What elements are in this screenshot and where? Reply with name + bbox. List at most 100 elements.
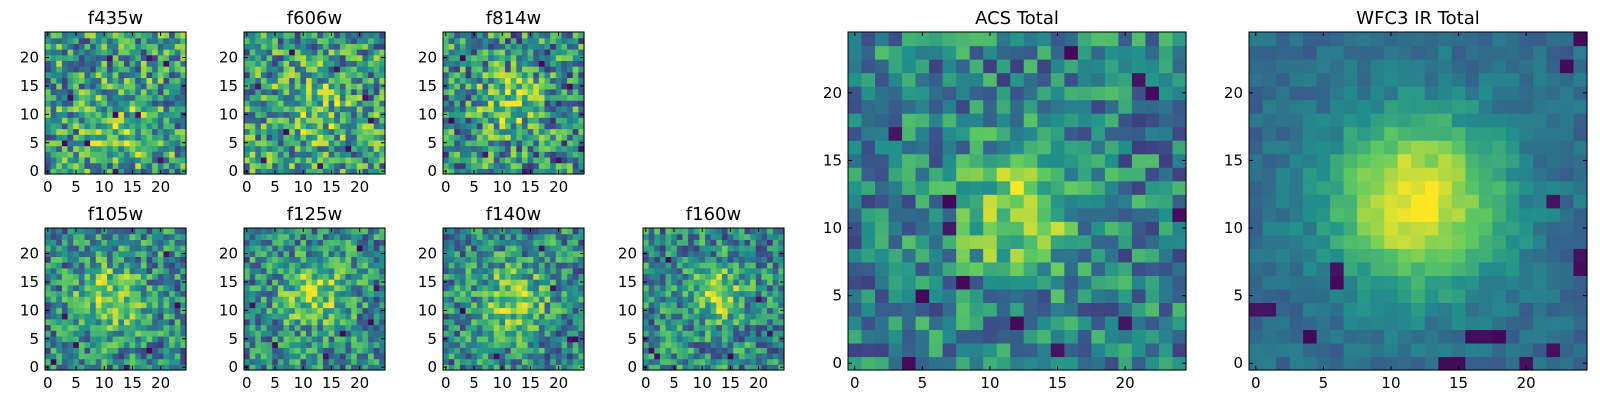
heatmap-cell <box>572 239 579 246</box>
heatmap-cell <box>499 77 506 84</box>
heatmap-cell <box>328 256 335 263</box>
heatmap-cell <box>260 313 268 320</box>
heatmap-cell <box>476 162 484 169</box>
heatmap-cell <box>767 301 774 309</box>
heatmap-cell <box>95 100 102 107</box>
heatmap-cell <box>311 347 318 354</box>
heatmap-cell <box>339 37 347 44</box>
heatmap-cell <box>163 358 170 365</box>
heatmap-cell <box>73 279 80 286</box>
heatmap-cell <box>1050 194 1065 209</box>
y-tick-label: 10 <box>219 105 238 123</box>
heatmap-cell <box>157 267 165 275</box>
heatmap-cell <box>459 250 467 257</box>
heatmap-cell <box>969 221 984 236</box>
heatmap-cell <box>459 228 467 235</box>
heatmap-cell <box>459 151 467 158</box>
heatmap-cell <box>140 284 148 292</box>
heatmap-cell <box>888 194 903 209</box>
heatmap-cell <box>373 139 380 147</box>
heatmap-cell <box>521 245 529 252</box>
heatmap-cell <box>306 233 313 240</box>
heatmap-cell <box>356 307 364 314</box>
heatmap-cell <box>454 88 461 96</box>
heatmap-cell <box>527 347 534 354</box>
heatmap-cell <box>362 347 369 354</box>
heatmap-cell <box>249 279 256 286</box>
heatmap-cell <box>180 94 187 101</box>
heatmap-cell <box>567 313 574 320</box>
heatmap-cell <box>135 117 142 124</box>
heatmap-cell <box>555 43 563 50</box>
heatmap-cell <box>101 279 108 286</box>
heatmap-cell <box>755 324 763 331</box>
heatmap-cell <box>538 117 546 124</box>
heatmap-cell <box>665 279 672 286</box>
heatmap-cell <box>465 134 472 141</box>
heatmap-cell <box>476 111 484 118</box>
heatmap-cell <box>277 318 285 326</box>
heatmap-cell <box>676 318 684 326</box>
heatmap-cell <box>373 37 380 44</box>
heatmap-cell <box>351 239 358 246</box>
heatmap-cell <box>459 335 467 343</box>
heatmap-cell <box>482 151 489 158</box>
heatmap-cell <box>561 60 568 67</box>
heatmap-cell <box>643 301 650 309</box>
heatmap-cell <box>750 245 757 252</box>
heatmap-cell <box>1037 356 1052 371</box>
heatmap-cell <box>283 60 290 67</box>
heatmap-cell <box>260 284 268 292</box>
heatmap-cell <box>499 60 506 67</box>
heatmap-cell <box>157 139 165 147</box>
heatmap-cell <box>648 313 655 320</box>
heatmap-cell <box>733 228 740 235</box>
heatmap-cell <box>572 279 579 286</box>
heatmap-cell <box>174 347 181 354</box>
heatmap-cell <box>50 66 57 73</box>
heatmap-cell <box>283 279 290 286</box>
heatmap-cell <box>676 273 684 280</box>
heatmap-cell <box>510 233 517 240</box>
heatmap-cell <box>300 256 307 263</box>
heatmap-cell <box>311 77 318 84</box>
heatmap-cell <box>260 262 268 269</box>
heatmap-cell <box>180 318 187 326</box>
heatmap-cell <box>339 151 347 158</box>
heatmap-cell <box>294 168 301 175</box>
heatmap-cell <box>761 233 768 240</box>
heatmap-cell <box>157 273 165 280</box>
heatmap-cell <box>459 162 467 169</box>
heatmap-cell <box>61 37 69 44</box>
heatmap-cell <box>465 273 472 280</box>
heatmap-cell <box>1077 302 1092 317</box>
heatmap-cell <box>249 318 256 326</box>
heatmap-cell <box>339 347 347 354</box>
heatmap-cell <box>306 290 313 297</box>
heatmap-cell <box>1010 288 1025 303</box>
heatmap-cell <box>767 267 774 275</box>
heatmap-cell <box>300 77 307 84</box>
heatmap-cell <box>118 313 125 320</box>
heatmap-cell <box>322 279 330 286</box>
heatmap-cell <box>260 128 268 135</box>
heatmap-cell <box>129 284 136 292</box>
heatmap-cell <box>317 245 324 252</box>
heatmap-cell <box>578 347 585 354</box>
heatmap-cell <box>373 60 380 67</box>
heatmap-cell <box>78 250 86 257</box>
heatmap-cell <box>1010 167 1025 182</box>
heatmap-cell <box>561 71 568 79</box>
heatmap-cell <box>505 43 512 50</box>
heatmap-cell <box>671 239 678 246</box>
heatmap-cell <box>705 284 712 292</box>
heatmap-cell <box>294 111 301 118</box>
heatmap-cell <box>328 60 335 67</box>
heatmap-cell <box>300 151 307 158</box>
heatmap-cell <box>996 302 1011 317</box>
heatmap-cell <box>1023 180 1038 195</box>
heatmap-cell <box>465 307 472 314</box>
heatmap-cell <box>84 105 91 113</box>
heatmap-cell <box>1091 261 1106 276</box>
